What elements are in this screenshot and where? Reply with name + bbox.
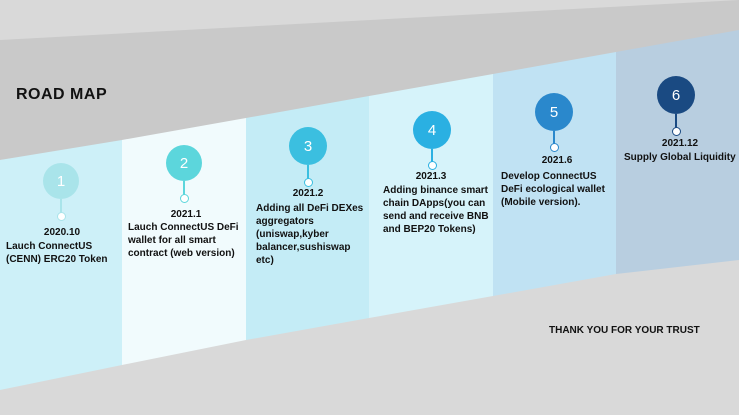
segment-6 [616, 30, 739, 274]
milestone-1-connector [60, 199, 62, 213]
milestone-6-connector [675, 114, 677, 128]
segment-4 [369, 74, 493, 318]
description-line: Adding binance smart [383, 185, 489, 196]
grey-band-upper [0, 0, 739, 160]
milestone-4-connector [431, 149, 433, 162]
milestone-6-year: 2021.12 [661, 138, 699, 149]
milestone-3-connector [307, 165, 309, 179]
milestone-1-number: 1 [56, 172, 66, 190]
milestone-5-connector [553, 131, 555, 144]
milestone-4-dot [428, 161, 437, 170]
milestone-5-description: Develop ConnectUS DeFi ecological wallet (… [501, 170, 619, 209]
milestone-4-year: 2021.3 [415, 171, 447, 182]
milestone-6-number: 6 [671, 86, 681, 104]
description-line: etc) [256, 255, 274, 266]
milestone-6-description: Supply Global Liquidity [624, 151, 738, 164]
milestone-3-badge: 3 [289, 127, 327, 165]
milestone-3-number: 3 [303, 137, 313, 155]
description-line: wallet for all smart [128, 235, 216, 246]
milestone-3-description: Adding all DeFi DEXes aggregators (uniswap… [256, 202, 374, 267]
milestone-4-badge: 4 [413, 111, 451, 149]
description-line: (Mobile version). [501, 197, 581, 208]
segment-5 [493, 52, 616, 296]
description-line: Lauch ConnectUS DeFi [128, 222, 239, 233]
page-title: ROAD MAP [16, 86, 108, 103]
description-line: aggregators [256, 216, 314, 227]
description-line: send and receive BNB [383, 211, 489, 222]
milestone-4-description: Adding binance smart chain DApps(you can s… [383, 184, 501, 236]
segment-2 [122, 118, 246, 365]
milestone-1-badge: 1 [43, 163, 79, 199]
milestone-1-dot [57, 212, 66, 221]
description-line: (uniswap,kyber [256, 229, 329, 240]
milestone-5-dot [550, 143, 559, 152]
description-line: Supply Global Liquidity [624, 152, 736, 163]
description-line: Develop ConnectUS [501, 171, 597, 182]
milestone-2-year: 2021.1 [170, 209, 202, 220]
milestone-2-connector [183, 181, 185, 195]
milestone-5-number: 5 [549, 103, 559, 121]
milestone-6-dot [672, 127, 681, 136]
segment-3 [246, 96, 369, 340]
description-line: Lauch ConnectUS [6, 241, 93, 252]
milestone-1-description: Lauch ConnectUS (CENN) ERC20 Token [6, 240, 124, 266]
milestone-5-badge: 5 [535, 93, 573, 131]
milestone-6-badge: 6 [657, 76, 695, 114]
milestone-2-dot [180, 194, 189, 203]
description-line: and BEP20 Tokens) [383, 224, 476, 235]
description-line: contract (web version) [128, 248, 235, 259]
description-line: DeFi ecological wallet [501, 184, 605, 195]
description-line: Adding all DeFi DEXes [256, 203, 364, 214]
milestone-4-number: 4 [427, 121, 437, 139]
milestone-2-badge: 2 [166, 145, 202, 181]
milestone-3-dot [304, 178, 313, 187]
description-line: (CENN) ERC20 Token [6, 254, 108, 265]
milestone-1-year: 2020.10 [43, 227, 81, 238]
description-line: balancer,sushiswap [256, 242, 351, 253]
description-line: chain DApps(you can [383, 198, 486, 209]
segment-1 [0, 140, 122, 390]
milestone-5-year: 2021.6 [541, 155, 573, 166]
thank-you-text: THANK YOU FOR YOUR TRUST [549, 325, 700, 336]
milestone-2-description: Lauch ConnectUS DeFi wallet for all smart… [128, 221, 246, 260]
milestone-3-year: 2021.2 [292, 188, 324, 199]
milestone-2-number: 2 [179, 154, 189, 172]
